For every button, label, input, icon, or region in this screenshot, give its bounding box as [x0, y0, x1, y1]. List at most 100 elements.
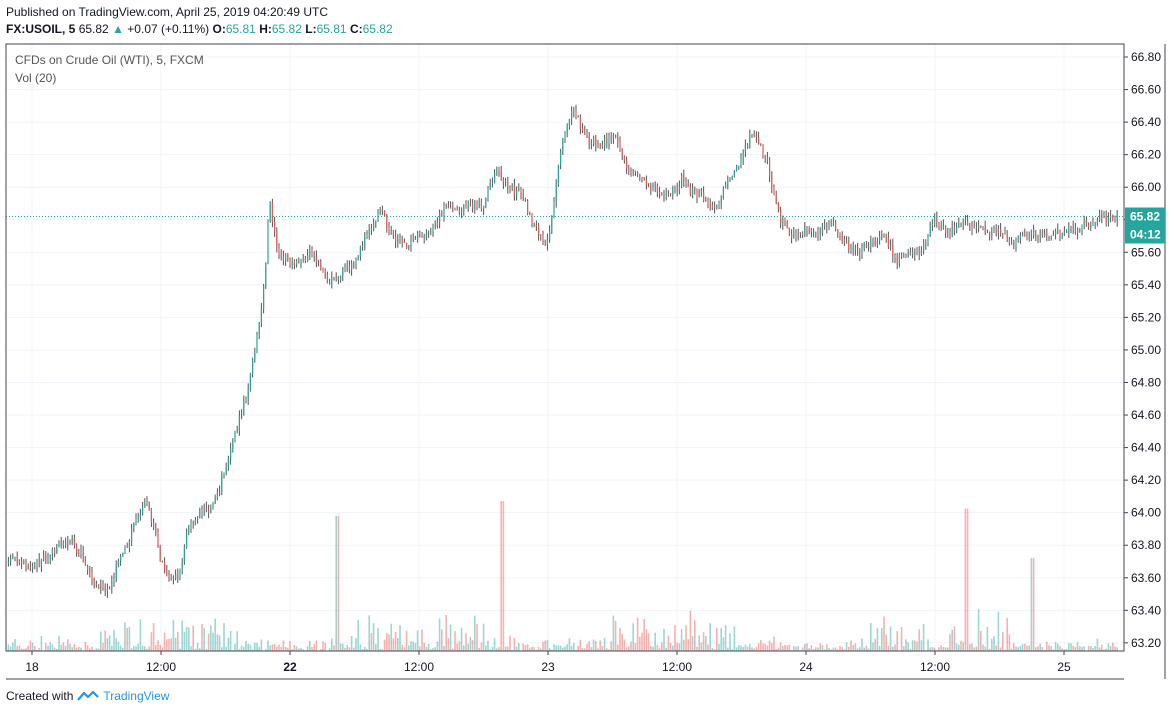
candle-body — [916, 249, 918, 255]
candle-body — [962, 220, 964, 224]
volume-bar — [683, 639, 685, 651]
volume-bar — [731, 649, 733, 651]
volume-bar — [667, 635, 670, 651]
price-chart[interactable]: 63.20 63.40 63.60 63.80 64.00 64.20 64.40 64.60… — [0, 0, 1176, 685]
volume-bar — [223, 623, 225, 651]
candle-body — [973, 226, 975, 228]
candle-body — [377, 214, 379, 222]
volume-bar — [146, 648, 148, 651]
chart-legend-title: CFDs on Crude Oil (WTI), 5, FXCM — [15, 53, 204, 67]
candle-body — [744, 145, 746, 152]
volume-bar — [801, 647, 804, 651]
candle-body — [604, 138, 606, 147]
volume-bar — [137, 643, 139, 651]
volume-bar — [1013, 642, 1015, 651]
volume-bar — [194, 648, 197, 651]
volume-bar — [159, 645, 161, 651]
volume-bar — [544, 640, 546, 651]
candle-body — [634, 170, 636, 173]
volume-bar — [328, 648, 331, 651]
candle-body — [333, 277, 335, 279]
volume-bar — [60, 644, 62, 651]
volume-bar — [656, 644, 659, 651]
volume-bar — [425, 646, 428, 651]
volume-bar — [364, 646, 366, 651]
volume-bar — [771, 643, 773, 651]
tradingview-brand[interactable]: TradingView — [103, 689, 170, 703]
volume-bar — [1032, 558, 1035, 651]
candle-body — [267, 221, 269, 263]
candle-body — [346, 266, 348, 272]
candle-body — [1072, 226, 1074, 228]
candle-body — [542, 234, 544, 241]
volume-bar — [282, 640, 285, 651]
volume-bar — [504, 646, 507, 651]
candle-body — [865, 243, 867, 248]
volume-bar — [672, 645, 674, 651]
candle-body — [586, 132, 588, 136]
volume-bar — [590, 647, 593, 651]
candle-body — [934, 214, 936, 226]
candle-body — [434, 226, 436, 228]
volume-bar — [738, 644, 740, 651]
candle-body — [1050, 235, 1052, 237]
volume-bar — [995, 645, 997, 651]
candle-body — [414, 239, 416, 240]
volume-bar — [111, 645, 113, 651]
ticker-line: FX:USOIL, 5 65.82 ▲ +0.07 (+0.11%) O:65.… — [6, 22, 393, 36]
candle-body — [773, 187, 775, 195]
candle-body — [476, 201, 478, 208]
candle-body — [221, 474, 223, 492]
candle-body — [148, 502, 150, 509]
candle-body — [98, 584, 100, 590]
volume-bar — [645, 629, 648, 651]
volume-bar — [744, 644, 747, 651]
volume-bar — [271, 644, 274, 651]
volume-bar — [991, 638, 993, 651]
volume-bar — [980, 630, 982, 651]
price-tick-label: 66.40 — [1131, 115, 1161, 129]
time-tick-label: 23 — [541, 660, 555, 674]
candle-body — [335, 276, 337, 279]
volume-bar — [1057, 643, 1059, 651]
candle-body — [863, 243, 865, 249]
candle-body — [1022, 233, 1024, 236]
candle-body — [10, 558, 12, 562]
volume-bar — [823, 649, 826, 651]
candle-body — [804, 227, 806, 235]
candle-body — [663, 194, 665, 196]
time-axis[interactable]: 18 12:00 22 12:00 23 12:00 24 12:00 25 — [25, 651, 1071, 674]
candle-body — [265, 262, 267, 286]
volume-bar — [707, 644, 709, 651]
volume-bar — [555, 645, 557, 651]
candle-body — [474, 201, 476, 209]
volume-bar — [289, 641, 291, 651]
volume-bar — [887, 645, 890, 651]
candle-body — [311, 249, 313, 256]
volume-bar — [641, 632, 643, 651]
candle-body — [610, 135, 612, 140]
candle-body — [683, 175, 685, 182]
candle-body — [1063, 231, 1065, 236]
volume-bar — [617, 644, 619, 651]
candle-body — [168, 575, 170, 577]
volume-bar — [949, 634, 951, 651]
volume-bar — [1015, 646, 1017, 651]
candle-body — [1083, 220, 1085, 225]
volume-bar — [678, 643, 681, 651]
price-axis[interactable]: 63.20 63.40 63.60 63.80 64.00 64.20 64.40 64.60… — [1124, 50, 1161, 650]
candle-body — [483, 205, 485, 209]
volume-bar — [559, 645, 562, 651]
volume-bar — [460, 627, 463, 651]
volume-bar — [278, 644, 280, 651]
volume-bar — [689, 610, 692, 651]
volume-bar — [212, 632, 214, 651]
candle-body — [802, 233, 804, 235]
volume-bar — [265, 649, 267, 651]
volume-bar — [845, 642, 848, 651]
volume-bar — [669, 642, 672, 651]
volume-bar — [192, 625, 194, 651]
volume-bar — [416, 630, 419, 651]
candle-body — [313, 255, 315, 257]
candle-body — [617, 137, 619, 143]
